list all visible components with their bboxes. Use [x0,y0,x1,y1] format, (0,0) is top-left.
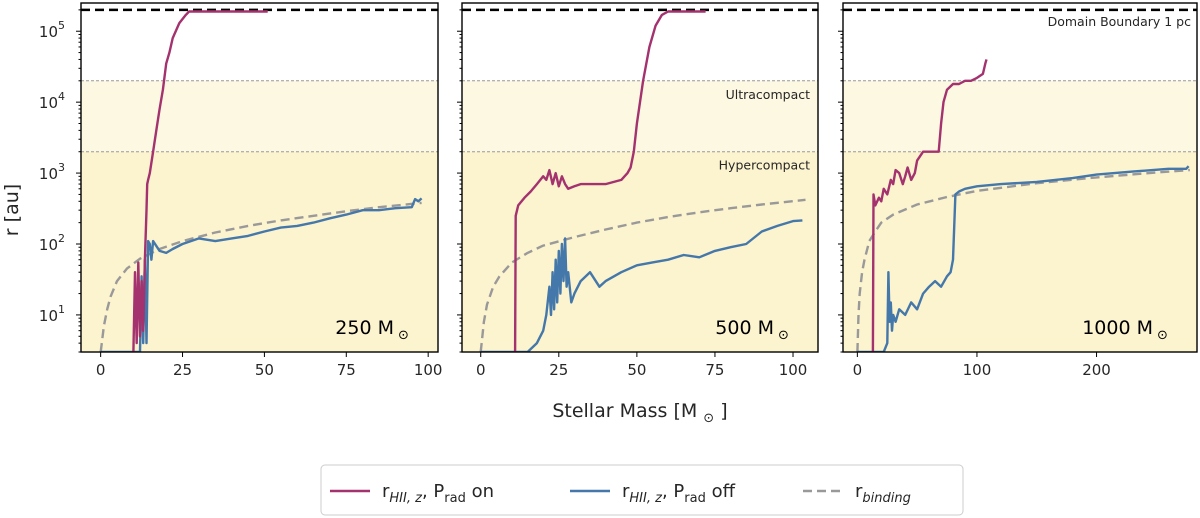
series-line-off [857,165,1190,352]
series-line-binding [99,201,422,352]
y-tick-base: 10 [39,307,58,325]
x-tick-label: 0 [96,361,106,379]
y-tick-label: 102 [39,232,65,254]
legend-label-on: rHII, z, Prad on [382,481,494,506]
series-line-on [513,10,706,352]
x-tick-label: 50 [255,361,274,379]
y-tick-base: 10 [39,94,58,112]
y-tick-exponent: 2 [58,232,65,245]
region-hypercompact [843,151,1197,352]
x-tick-label: 25 [549,361,568,379]
legend-frame [320,464,964,516]
legend-r: r [382,481,390,502]
x-tick-label: 50 [627,361,646,379]
y-tick-label: 105 [39,19,65,41]
panel-frame [461,2,819,353]
series-line-on [871,59,988,352]
x-axis-label-tail: ] [720,400,727,422]
panel-mass-label: 500 M [715,317,774,339]
region-label-hypercompact: Hypercompact [719,158,810,173]
x-tick-label: 25 [173,361,192,379]
x-axis-label-sun-symbol: ⊙ [703,411,714,426]
x-tick-label: 100 [963,361,992,379]
sun-symbol: ⊙ [778,328,789,343]
panel-2: 0 25 50 75 100 Ultracompact Hypercompact 500 M ⊙ [457,2,819,379]
y-tick-label: 103 [39,161,65,183]
panel-3: 0 100 200 Domain Boundary 1 pc 1000 M ⊙ [838,2,1198,379]
y-tick-exponent: 3 [58,161,65,174]
y-tick-exponent: 4 [58,90,65,103]
legend-r: r [855,481,863,502]
x-tick-label: 100 [414,361,443,379]
series-line-binding [479,198,806,352]
series-group [856,59,1190,352]
y-tick-base: 10 [39,165,58,183]
region-ultracompact [462,80,818,152]
y-tick-label: 101 [39,303,65,325]
legend-state: on [466,481,494,502]
series-group [479,10,806,352]
region-hypercompact [462,151,818,352]
series-line-off [480,219,803,352]
y-tick-base: 10 [39,23,58,41]
x-tick-label: 200 [1082,361,1111,379]
sun-symbol: ⊙ [1157,328,1168,343]
x-axis-label-main: Stellar Mass [M [552,400,697,422]
region-label-ultracompact: Ultracompact [726,87,810,102]
panel-mass-label: 250 M [335,317,394,339]
series-line-binding [856,168,1190,352]
legend-p-subscript: rad [684,491,706,506]
x-tick-label: 100 [779,361,808,379]
legend-label-binding: rbinding [855,481,911,506]
legend-r-subscript: HII, z [389,491,423,506]
panel-frame [80,2,439,353]
series-line-on [132,10,268,352]
x-tick-label: 75 [337,361,356,379]
panel-mass-label: 1000 M [1082,317,1153,339]
y-tick-exponent: 5 [58,19,65,32]
y-tick-base: 10 [39,236,58,254]
y-tick-exponent: 1 [58,303,65,316]
series-group [99,10,423,352]
y-tick-label: 104 [39,90,65,112]
x-tick-label: 0 [476,361,486,379]
legend-label-off: rHII, z, Prad off [622,481,736,506]
legend-r-subscript: HII, z [629,491,663,506]
x-axis-label: Stellar Mass [M ⊙ ] [552,400,727,427]
region-ultracompact [843,80,1197,152]
sun-symbol: ⊙ [398,328,409,343]
legend: rHII, z, Prad on rHII, z, Prad off rbindin… [320,464,964,516]
legend-r: r [622,481,630,502]
legend-p: , P [662,481,684,502]
legend-state: off [706,481,736,502]
panel-frame [842,2,1198,353]
legend-r-subscript: binding [862,491,910,506]
y-axis-label: r [au] [1,184,23,236]
region-ultracompact [81,80,438,152]
legend-p-subscript: rad [444,491,466,506]
legend-p: , P [422,481,444,502]
domain-boundary-label: Domain Boundary 1 pc [1048,14,1192,29]
x-tick-label: 0 [853,361,863,379]
x-tick-label: 75 [705,361,724,379]
